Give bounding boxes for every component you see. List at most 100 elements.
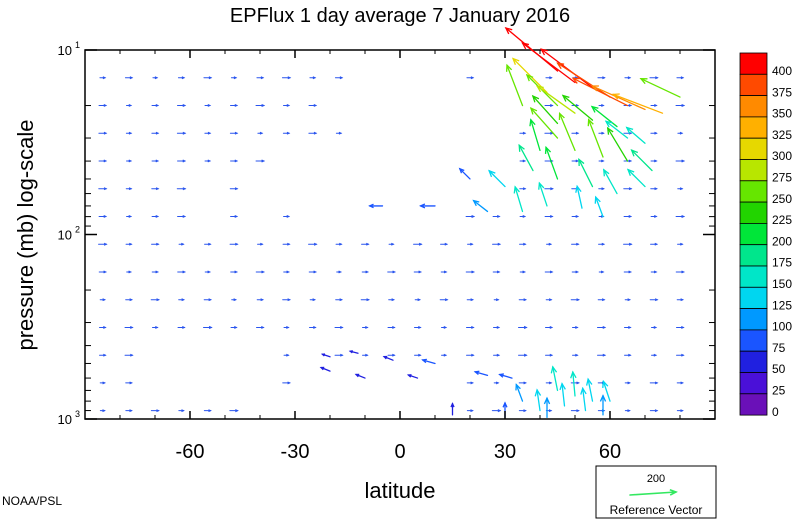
background-vector [677,131,684,135]
background-vector [675,214,686,218]
background-vector [99,298,107,302]
data-vector [590,85,646,111]
background-vector [650,131,658,135]
background-vector [544,187,554,191]
background-vector [597,325,607,329]
data-vector [531,94,559,125]
background-vector [283,325,290,329]
data-vector [513,185,524,213]
data-vector [488,169,506,188]
background-vector [124,76,134,80]
data-vector [599,394,607,416]
background-vector [597,76,606,80]
y-axis-label: pressure (mb) log-scale [13,119,38,350]
background-vector [177,215,187,218]
data-vector [590,105,618,128]
background-vector [518,353,528,357]
y-tick-label: 10 [58,412,72,427]
background-vector [150,409,160,413]
background-vector [414,298,422,302]
background-vector [99,353,107,357]
background-vector [125,381,133,385]
background-vector [650,187,658,191]
background-vector [125,242,133,246]
data-vector [529,118,541,152]
background-vector [519,215,527,218]
colorbar-swatch [739,372,768,395]
data-vector [538,181,548,207]
background-vector [98,187,108,191]
background-vector [308,242,318,246]
data-vector [587,118,604,158]
background-vector [204,242,212,246]
background-vector [441,353,448,357]
plot-area [84,49,716,420]
background-vector [126,104,133,107]
background-vector [125,131,133,135]
background-vector [308,270,318,274]
background-vector [203,409,212,413]
background-vector [597,353,607,357]
background-vector [388,242,395,246]
background-vector [308,131,318,135]
data-vector [473,370,489,377]
data-vector [505,63,524,107]
colorbar-swatch [739,201,768,224]
background-vector [493,353,501,357]
background-vector [335,242,343,246]
background-vector [598,187,605,191]
background-vector [256,325,265,329]
y-tick-exponent: 3 [75,409,80,419]
background-vector [255,270,266,274]
background-vector [151,242,160,246]
background-vector [309,298,317,302]
background-vector [598,131,605,135]
background-vector [361,242,370,246]
colorbar-label: 200 [772,234,792,248]
background-vector [492,215,501,218]
data-vector [534,388,542,412]
background-vector [676,325,685,329]
background-vector [177,325,186,329]
y-tick-label: 10 [58,43,72,58]
background-vector [335,298,344,302]
colorbar-swatch [739,52,768,75]
background-vector [98,104,108,107]
data-vector [558,111,576,152]
background-vector [230,270,239,274]
background-vector [598,242,606,246]
background-vector [98,215,108,218]
data-vector [639,78,681,98]
background-vector [440,242,449,246]
chart-title: EPFlux 1 day average 7 January 2016 [230,5,570,27]
background-vector [150,298,161,302]
data-vector [543,396,551,419]
background-vector [334,325,344,329]
background-vector [282,131,291,135]
background-vector [651,325,658,329]
background-vector [98,242,108,246]
colorbar-swatch [739,308,768,331]
background-vector [571,242,580,246]
background-vector [467,242,474,246]
background-vector [204,131,212,135]
background-vector [623,270,633,274]
background-vector [204,104,212,107]
background-vector [204,159,212,163]
background-vector [598,159,605,163]
background-vector [675,159,686,163]
data-vector [472,199,489,213]
background-vector [544,104,554,107]
background-vector [335,131,343,135]
background-vector [649,409,659,413]
data-vector [556,62,611,98]
background-vector [649,76,659,80]
background-vector [545,76,553,80]
background-vector [178,242,185,246]
data-vector [406,374,419,379]
background-vector [598,270,605,274]
background-vector [650,270,658,274]
background-vector [126,215,133,218]
data-vector [570,370,577,397]
background-vector [651,353,658,357]
